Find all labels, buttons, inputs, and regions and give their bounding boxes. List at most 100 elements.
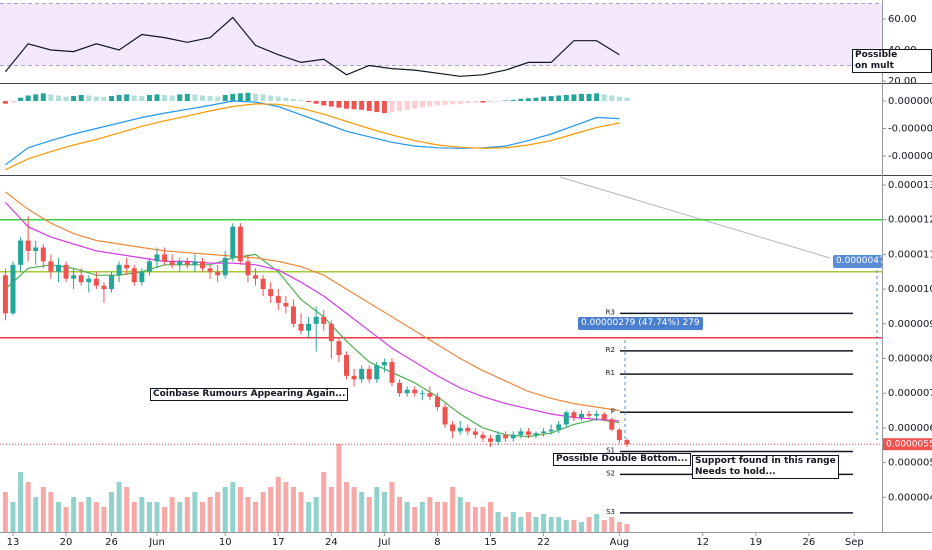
x-tick-label: Jun [148,537,165,548]
volume-bar [336,444,342,532]
x-tick-label: 22 [537,537,550,548]
macd-histogram-bar [93,96,99,102]
macd-histogram-bar [116,94,122,102]
macd-histogram-bar [412,101,418,109]
candle-body [298,323,304,331]
candle-body [495,434,501,442]
candle-body [442,407,448,425]
volume-bar [397,497,403,532]
volume-bar [2,492,8,532]
candle-body [457,427,463,432]
candle-body [177,261,183,265]
macd-histogram-bar [594,93,600,102]
macd-histogram-bar [488,101,494,103]
candle-body [230,226,236,258]
trend-line [559,176,831,259]
macd-histogram-bar [169,95,175,102]
macd-histogram-bar [2,101,8,104]
volume-bar [18,472,24,532]
volume-bar [253,502,259,532]
candle-body [351,375,357,380]
candle-body [25,240,31,251]
y-tick-label: 0.00000800 [888,354,932,365]
volume-bar [260,492,266,532]
candle-body [404,389,410,394]
macd-histogram-bar [450,101,456,105]
candle-body [55,264,61,272]
macd-histogram-bar [33,94,39,102]
volume-bar [25,482,31,532]
volume-bar [548,517,554,532]
volume-bar [480,507,486,532]
volume-bar [131,502,137,532]
macd-histogram-bar [442,101,448,105]
macd-histogram-bar [63,96,69,102]
volume-bar [101,507,107,532]
volume-bar [563,520,569,532]
macd-histogram-bar [321,101,327,106]
candle-body [563,412,569,425]
candle-body [359,368,365,380]
volume-bar [624,524,630,532]
macd-histogram-bar [101,97,107,102]
candle-body [450,424,456,432]
last-price-tag [882,438,932,451]
volume-bar [457,497,463,532]
candle-body [397,382,403,394]
candle-body [510,434,516,439]
volume-bar [578,522,584,532]
macd-histogram-bar [78,94,84,102]
macd-histogram-bar [480,101,486,103]
macd-histogram-bar [283,97,289,102]
macd-histogram-bar [465,101,471,104]
candle-body [268,289,274,297]
macd-histogram-bar [222,94,228,102]
macd-histogram-bar [427,101,433,107]
volume-bar [184,497,190,532]
x-tick-label: 15 [484,537,497,548]
volume-bar [109,492,115,532]
candle-body [283,302,289,307]
pivot-label: S1 [606,447,615,455]
x-tick-label: 8 [434,537,440,548]
support-note: Support found in this range Needs to hold… [692,455,839,479]
macd-histogram-bar [601,94,607,102]
y-tick-label: -0.00000050 [888,124,932,135]
macd-histogram-bar [40,93,46,102]
y-tick-label: 0.00000400 [888,492,932,503]
volume-bar [154,502,160,532]
rsi-line [4,16,620,77]
y-tick-label: 0.00000000 [888,96,932,107]
volume-bar [230,482,236,532]
macd-histogram-bar [457,101,463,104]
macd-histogram-bar [124,94,130,102]
y-tick-label: 20.00 [888,76,917,87]
candle-body [109,275,115,290]
pivot-label: S2 [606,469,615,477]
candle-body [601,414,607,420]
note-line: Possible [855,50,898,60]
macd-histogram-bar [510,99,516,102]
macd-histogram-bar [541,96,547,102]
macd-histogram-bar [268,95,274,102]
macd-histogram-bar [381,101,387,114]
volume-bar [374,487,380,532]
volume-bar [351,487,357,532]
macd-histogram-bar [237,93,243,102]
candle-body [571,412,577,418]
volume-bar [290,487,296,532]
x-tick-label: Sep [845,537,864,548]
coinbase-note: Coinbase Rumours Appearing Again... [150,388,349,401]
macd-histogram-bar [162,94,168,102]
macd-histogram-bar [359,101,365,110]
macd-histogram-bar [616,96,622,102]
volume-bar [495,512,501,532]
volume-bar [215,492,221,532]
macd-histogram-bar [495,101,501,102]
candle-body [184,261,190,265]
macd-histogram-bar [184,93,190,102]
candle-body [518,431,524,435]
moving-average [4,253,620,438]
y-tick-label: 0.00000500 [888,458,932,469]
candle-body [465,427,471,432]
